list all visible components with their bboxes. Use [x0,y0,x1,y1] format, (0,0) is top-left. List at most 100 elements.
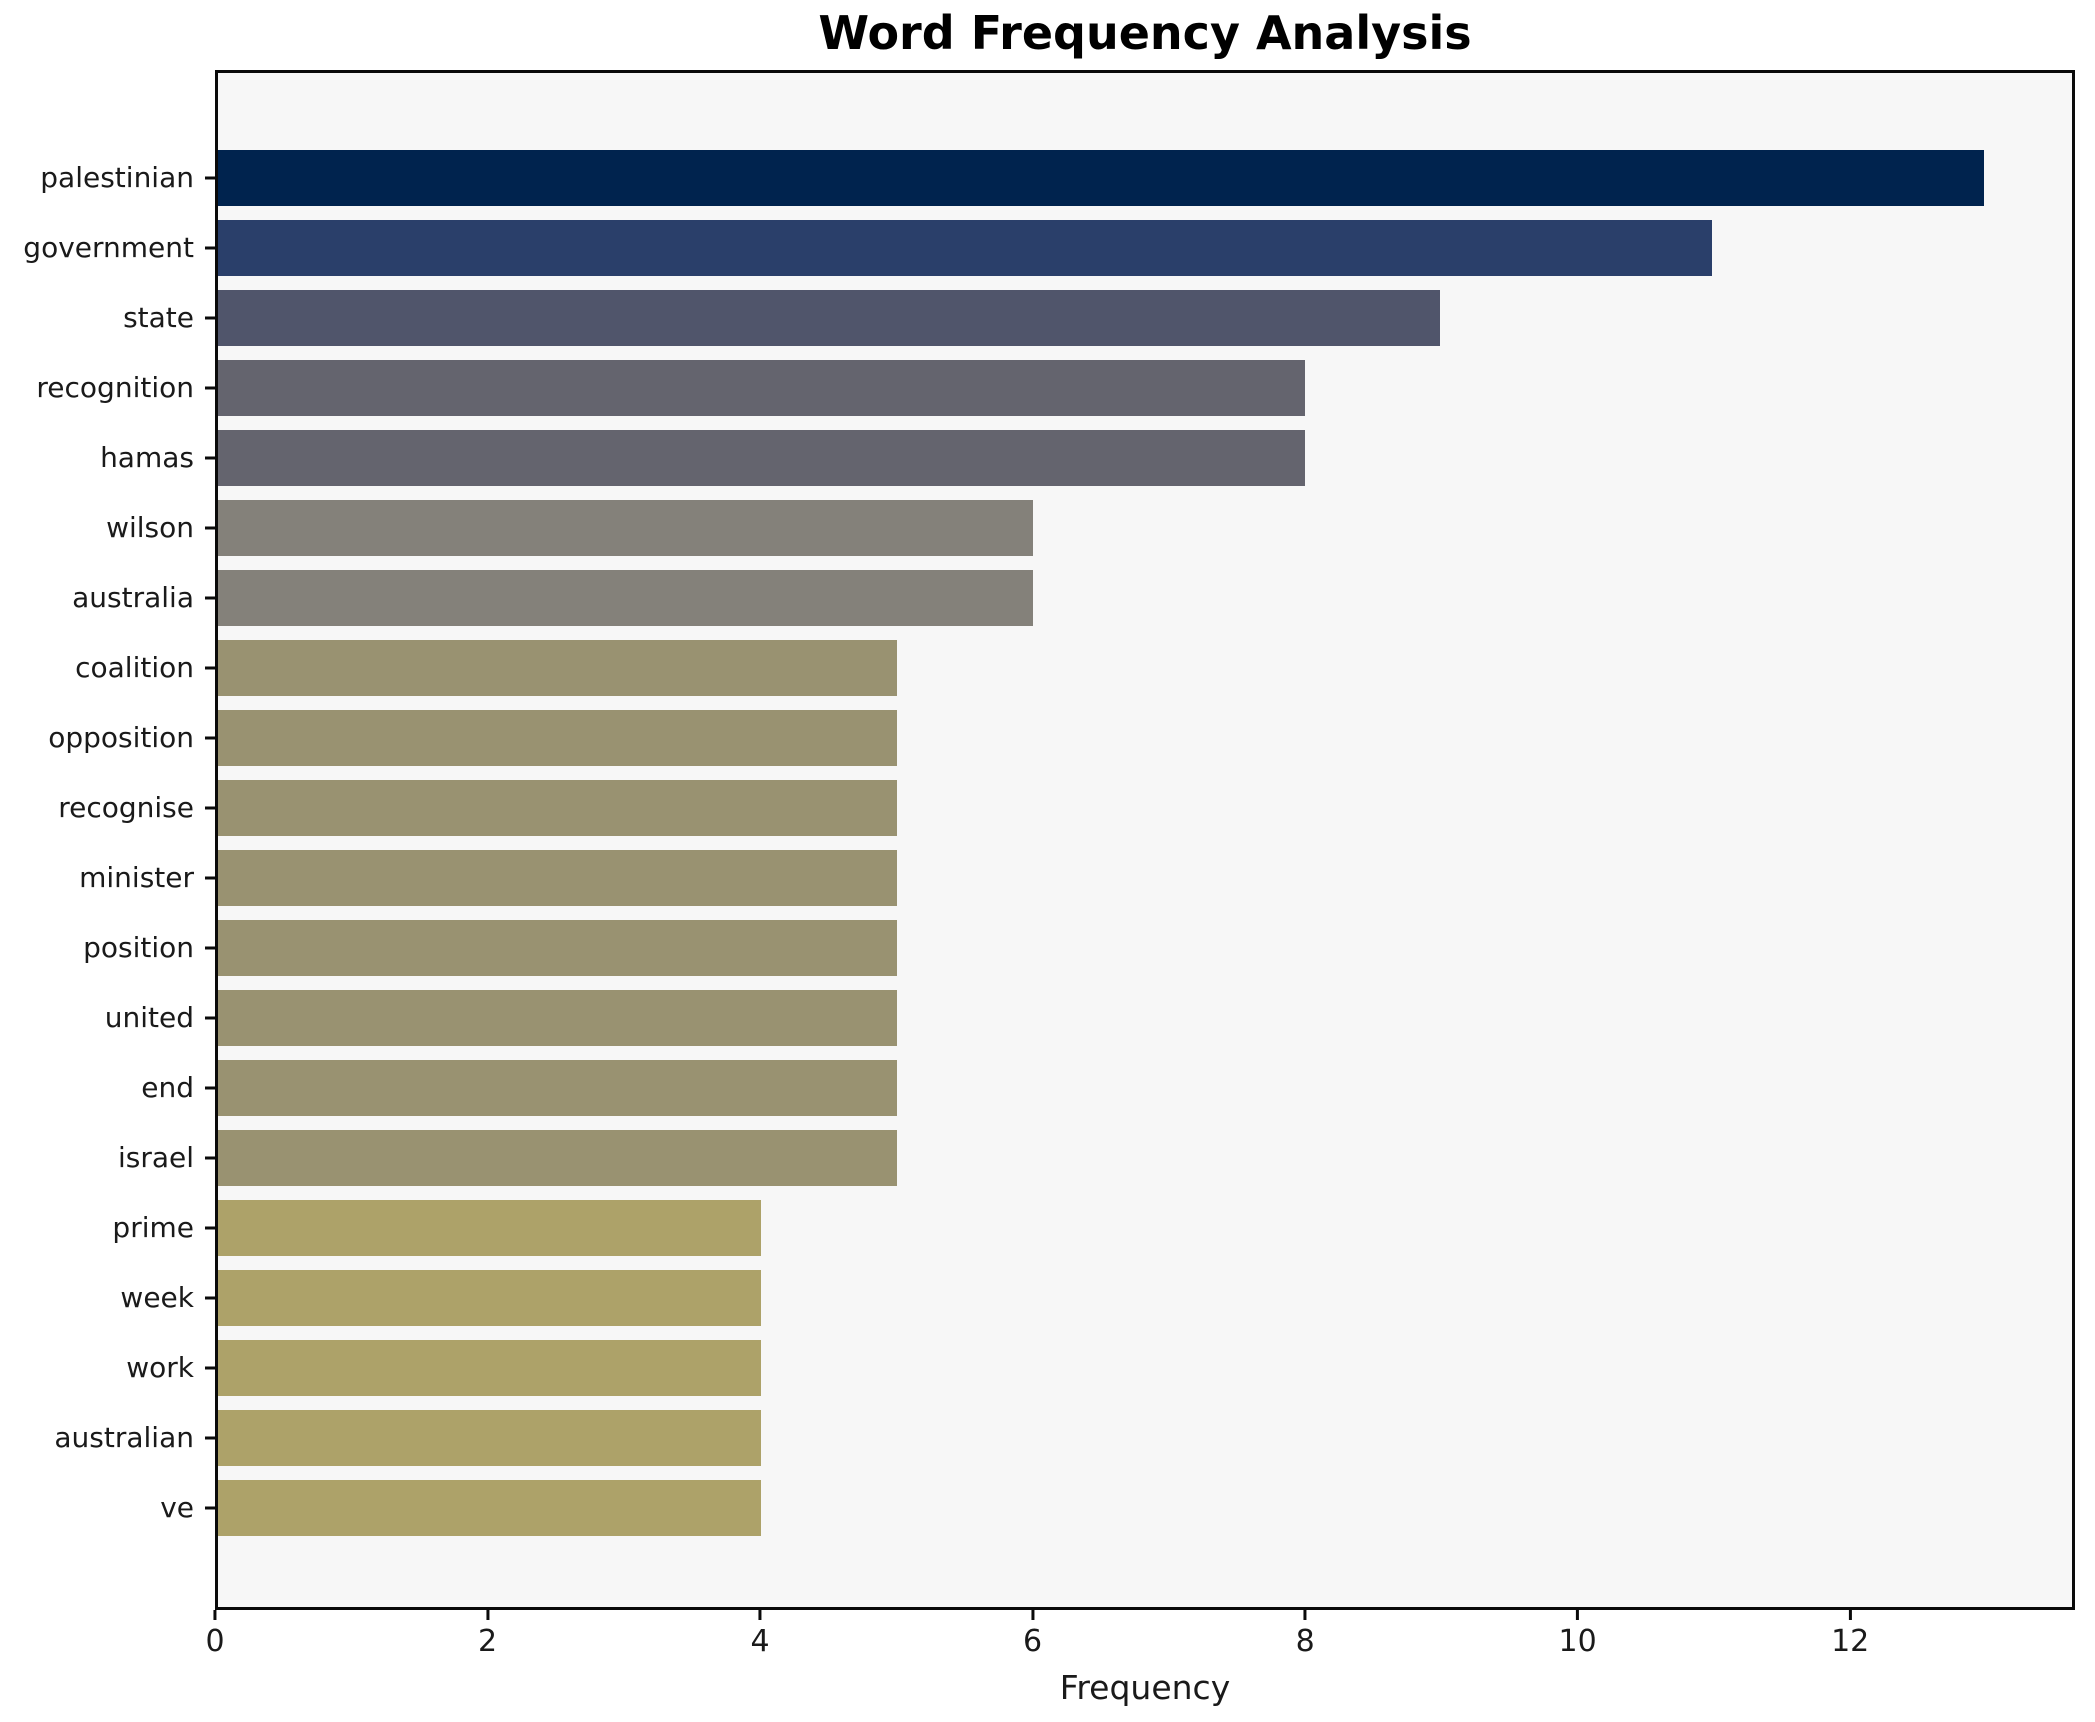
bar-government [218,220,1713,276]
plot-area: palestinian government state recognition ham… [23,70,2075,1610]
bar-week [218,1270,762,1326]
y-tick-mark [205,386,215,390]
y-tick-mark [205,1366,215,1370]
y-tick-label: end [141,1071,194,1104]
bar-row: prime [112,1193,2072,1263]
y-tick-label: work [126,1351,194,1384]
y-tick-mark [205,456,215,460]
bar-row: israel [118,1123,2072,1193]
y-tick-mark [205,246,215,250]
bar-state [218,290,1441,346]
y-tick-mark [205,316,215,320]
bar-row: ve [160,1473,2072,1543]
y-tick-mark [205,876,215,880]
bar-row: week [120,1263,2072,1333]
chart-title: Word Frequency Analysis [818,6,1472,60]
x-tick: 10 [1559,1610,1597,1657]
y-tick-label: prime [112,1211,194,1244]
y-tick-mark [205,1156,215,1160]
bar-row: united [105,983,2072,1053]
bar-australian [218,1410,762,1466]
bar-row: australian [54,1403,2072,1473]
y-tick-label: australia [72,581,194,614]
x-tick-label: 6 [1023,1624,1043,1659]
bar-work [218,1340,762,1396]
y-tick-mark [205,736,215,740]
x-tick: 4 [751,1610,770,1657]
y-tick-label: position [83,931,194,964]
y-tick-label: recognition [36,371,194,404]
y-tick-mark [205,1226,215,1230]
y-tick-mark [205,1016,215,1020]
bar-wilson [218,500,1033,556]
y-tick-label: wilson [106,511,194,544]
y-tick-label: opposition [48,721,194,754]
x-tick-mark [1848,1610,1852,1620]
bar-recognition [218,360,1305,416]
x-tick-mark [1576,1610,1580,1620]
bar-prime [218,1200,762,1256]
y-tick-label: week [120,1281,194,1314]
bar-row: wilson [106,493,2072,563]
y-tick-label: government [23,231,194,264]
bar-row: minister [79,843,2072,913]
x-tick: 0 [205,1610,225,1657]
bar-israel [218,1130,898,1186]
x-axis: 0 2 4 6 8 10 12 [205,1610,2075,1670]
bar-row: state [123,283,2072,353]
bar-row: opposition [48,703,2072,773]
y-tick-mark [205,666,215,670]
bar-row: work [126,1333,2072,1403]
bar-row: hamas [100,423,2072,493]
y-tick-mark [205,1296,215,1300]
bar-recognise [218,780,898,836]
y-tick-mark [205,806,215,810]
x-tick-label: 8 [1295,1624,1315,1659]
bar-row: recognise [58,773,2072,843]
x-tick-mark [758,1610,762,1620]
bar-position [218,920,898,976]
y-tick-label: united [104,1001,194,1034]
x-tick: 12 [1831,1610,1869,1657]
y-tick-mark [205,1436,215,1440]
bar-row: coalition [75,633,2072,703]
y-tick-label: state [123,301,194,334]
y-tick-mark [205,946,215,950]
y-tick-label: recognise [58,791,194,824]
bar-row: position [83,913,2072,983]
y-tick-label: palestinian [40,161,194,194]
x-tick-label: 10 [1558,1624,1597,1659]
x-tick: 8 [1296,1610,1315,1657]
bar-coalition [218,640,898,696]
x-tick-mark [1031,1610,1035,1620]
y-tick-mark [205,526,215,530]
y-tick-mark [205,176,215,180]
y-tick-mark [205,1086,215,1090]
bar-hamas [218,430,1305,486]
bar-opposition [218,710,898,766]
x-tick-mark [213,1610,217,1620]
x-tick-mark [1303,1610,1307,1620]
x-axis-title: Frequency [1059,1668,1231,1707]
y-tick-label: hamas [100,441,194,474]
y-tick-label: australian [54,1421,194,1454]
bar-united [218,990,898,1046]
y-tick-label: coalition [75,651,194,684]
bar-row: recognition [36,353,2072,423]
bar-row: palestinian [40,143,2072,213]
x-tick: 6 [1023,1610,1042,1657]
x-tick-label: 2 [477,1624,498,1659]
y-tick-mark [205,596,215,600]
bar-end [218,1060,898,1116]
y-tick-label: israel [117,1141,194,1174]
bar-row: end [141,1053,2072,1123]
bar-palestinian [218,150,1984,206]
y-tick-label: ve [160,1491,194,1524]
y-tick-mark [205,1506,215,1510]
bar-australia [218,570,1033,626]
bar-row: australia [72,563,2072,633]
bar-row: government [23,213,2072,283]
x-tick-label: 12 [1831,1624,1870,1659]
x-tick: 2 [478,1610,497,1657]
